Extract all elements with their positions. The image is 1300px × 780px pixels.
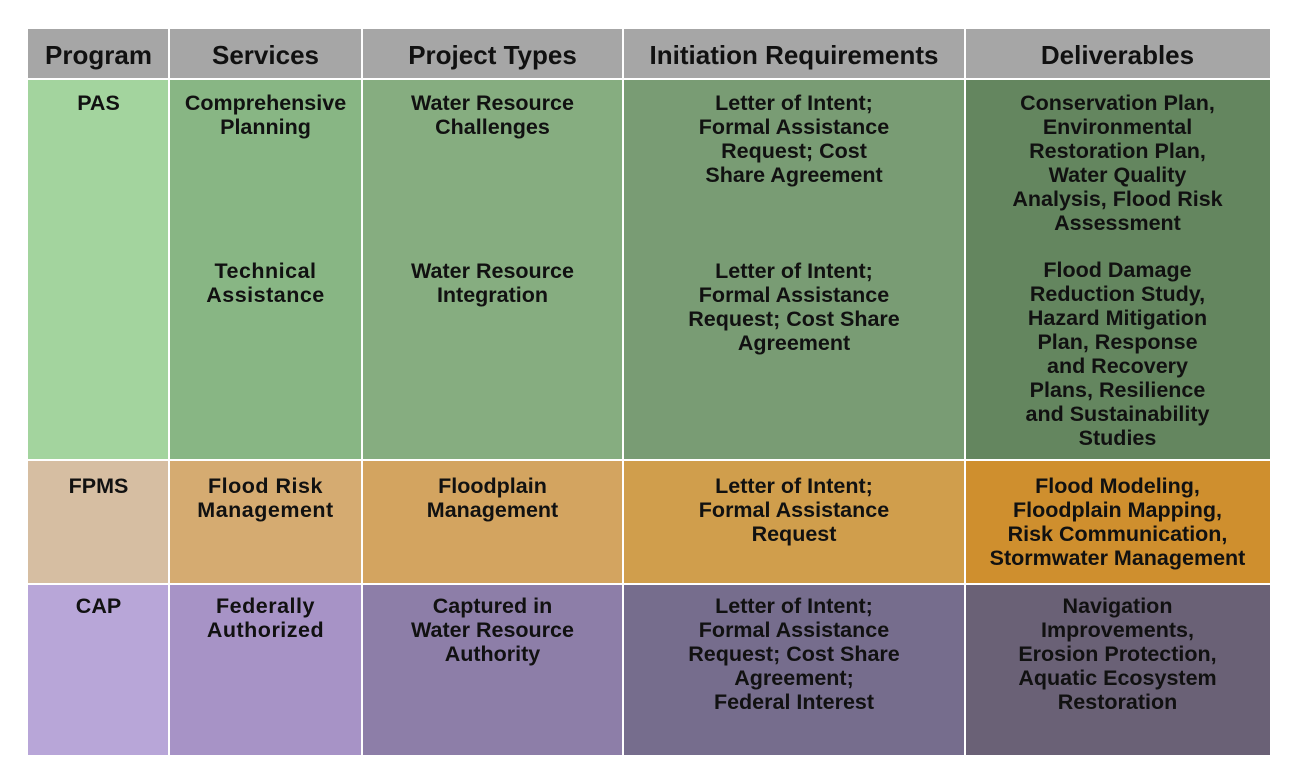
cap-project-types-cell: Captured in Water Resource Authority [362,584,623,755]
header-services: Services [169,29,362,79]
fpms-deliverables: Flood Modeling, Floodplain Mapping, Risk… [989,474,1246,570]
cap-services-cell: Federally Authorized [169,584,362,755]
header-project-types: Project Types [362,29,623,79]
row-divider [28,78,1270,80]
pas-project-type-1: Water Resource Challenges [411,91,574,139]
row-divider [28,459,1270,461]
pas-service-comprehensive-planning: Comprehensive Planning [184,91,347,139]
pas-initiation-1: Letter of Intent; Formal Assistance Requ… [698,91,890,187]
fpms-project-type: Floodplain Management [426,474,559,522]
cap-program-label: CAP [75,594,122,618]
column-divider [168,29,170,755]
column-divider [622,29,624,755]
pas-deliverables-cell: Conservation Plan, Environmental Restora… [965,79,1270,460]
cap-project-type: Captured in Water Resource Authority [411,594,574,666]
pas-deliverables-1: Conservation Plan, Environmental Restora… [1012,91,1223,235]
fpms-program-cell: FPMS [28,460,169,584]
fpms-project-types-cell: Floodplain Management [362,460,623,584]
pas-deliverables-2: Flood Damage Reduction Study, Hazard Mit… [1025,258,1210,450]
header-program: Program [28,29,169,79]
header-initiation-requirements: Initiation Requirements [623,29,965,79]
pas-program-label: PAS [77,91,120,115]
fpms-program-label: FPMS [68,474,129,498]
cap-program-cell: CAP [28,584,169,755]
row-divider [28,583,1270,585]
pas-initiation-2: Letter of Intent; Formal Assistance Requ… [688,259,900,355]
cap-initiation-cell: Letter of Intent; Formal Assistance Requ… [623,584,965,755]
column-divider [964,29,966,755]
cap-initiation: Letter of Intent; Formal Assistance Requ… [688,594,900,714]
header-deliverables: Deliverables [965,29,1270,79]
pas-services-cell: Comprehensive Planning Technical Assista… [169,79,362,460]
programs-table: Program Services Project Types Initiatio… [28,29,1270,755]
fpms-deliverables-cell: Flood Modeling, Floodplain Mapping, Risk… [965,460,1270,584]
pas-service-technical-assistance: Technical Assistance [206,259,325,307]
cap-service: Federally Authorized [206,594,325,642]
fpms-services-cell: Flood Risk Management [169,460,362,584]
cap-deliverables: Navigation Improvements, Erosion Protect… [1018,594,1217,714]
pas-initiation-cell: Letter of Intent; Formal Assistance Requ… [623,79,965,460]
fpms-service: Flood Risk Management [197,474,334,522]
fpms-initiation-cell: Letter of Intent; Formal Assistance Requ… [623,460,965,584]
pas-project-types-cell: Water Resource Challenges Water Resource… [362,79,623,460]
cap-deliverables-cell: Navigation Improvements, Erosion Protect… [965,584,1270,755]
fpms-initiation: Letter of Intent; Formal Assistance Requ… [698,474,890,546]
pas-project-type-2: Water Resource Integration [411,259,574,307]
pas-program-cell: PAS [28,79,169,460]
column-divider [361,29,363,755]
